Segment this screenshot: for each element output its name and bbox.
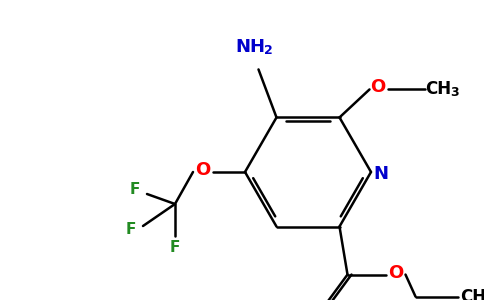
Text: F: F bbox=[126, 223, 136, 238]
Text: CH: CH bbox=[425, 80, 452, 98]
Text: CH: CH bbox=[460, 288, 484, 300]
Text: O: O bbox=[370, 78, 385, 96]
Text: NH: NH bbox=[236, 38, 266, 56]
Text: N: N bbox=[374, 165, 389, 183]
Text: O: O bbox=[388, 264, 403, 282]
Text: 3: 3 bbox=[450, 86, 459, 99]
Text: 2: 2 bbox=[264, 44, 273, 57]
Text: F: F bbox=[170, 241, 180, 256]
Text: O: O bbox=[196, 161, 211, 179]
Text: F: F bbox=[130, 182, 140, 197]
